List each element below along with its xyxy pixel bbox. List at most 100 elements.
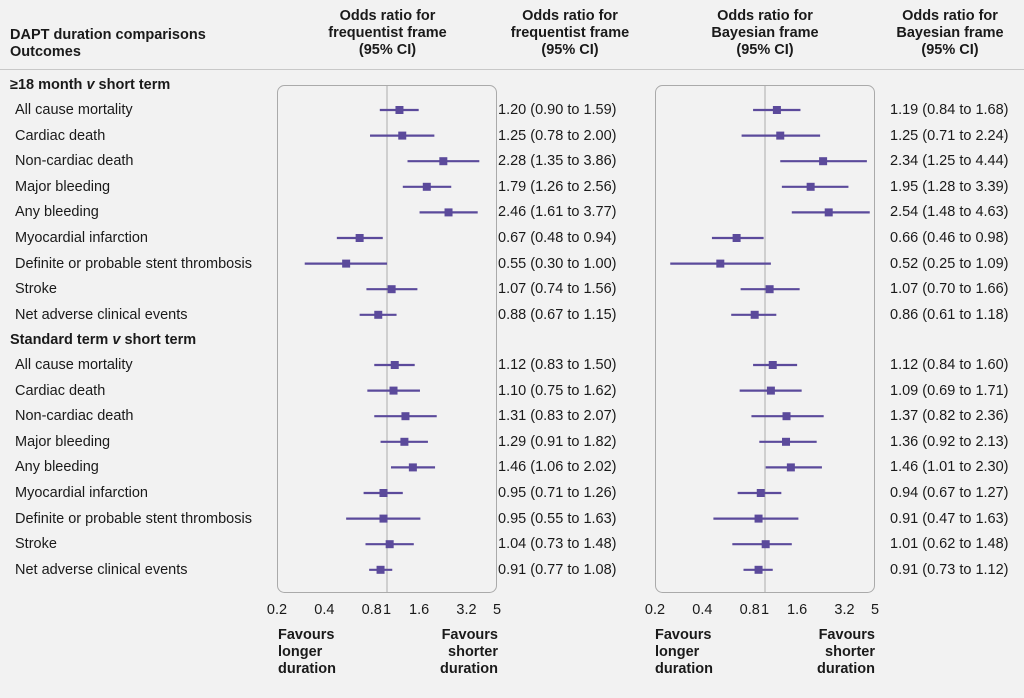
bayes-point-estimate [782,437,791,446]
bayes-point-estimate [716,259,725,268]
freq-point-estimate [387,285,396,294]
bayes-or-value: 1.37 (0.82 to 2.36) [890,408,1009,425]
freq-point-estimate [379,489,388,497]
bayes-or-value: 1.25 (0.71 to 2.24) [890,127,1009,144]
bayes-or-value: 2.34 (1.25 to 4.44) [890,153,1009,170]
bayes-or-value: 1.95 (1.28 to 3.39) [890,178,1009,195]
bayes-or-value: 1.01 (0.62 to 1.48) [890,536,1009,553]
freq-or-value: 1.29 (0.91 to 1.82) [498,433,617,450]
favours-shorter-freq: Favours shorter duration [440,627,498,677]
outcome-label: Stroke [15,281,57,298]
freq-x-tick-label: 1.6 [409,602,429,618]
freq-or-value: 1.12 (0.83 to 1.50) [498,357,617,373]
bayes-point-estimate [824,208,833,217]
bayes-or-value: 0.91 (0.73 to 1.12) [890,561,1009,578]
freq-x-tick-label: 1 [383,602,391,618]
favours-longer-bayes: Favours longer duration [655,627,713,677]
freq-point-estimate [355,234,364,242]
bayes-or-value: 0.66 (0.46 to 0.98) [890,230,1009,246]
bayes-or-value: 0.52 (0.25 to 1.09) [890,255,1009,272]
bayes-point-estimate [786,463,795,472]
freq-point-estimate [398,131,407,140]
bayes-x-tick-label: 0.4 [692,602,712,618]
bayes-or-value: 0.86 (0.61 to 1.18) [890,306,1009,323]
bayes-point-estimate [754,514,763,523]
bayes-point-estimate [765,285,774,294]
bayes-or-value: 1.09 (0.69 to 1.71) [890,382,1009,399]
outcome-label: Major bleeding [15,178,111,195]
outcome-label: Non-cardiac death [15,408,134,425]
freq-point-estimate [342,259,351,268]
favours-longer-freq: Favours longer duration [278,627,336,677]
outcome-label: Stroke [15,536,57,553]
bayes-point-estimate [766,386,775,395]
bayes-point-estimate [772,106,781,114]
header-freq-plot: Odds ratio for frequentist frame (95% CI… [328,8,447,58]
header-freq-values: Odds ratio for frequentist frame (95% CI… [510,8,630,58]
header-bayes-values: Odds ratio for Bayesian frame (95% CI) [896,8,1004,58]
section-title: ≥18 month v short term [10,76,170,94]
section-title-part: Standard term [10,332,113,348]
freq-or-value: 0.95 (0.71 to 1.26) [498,485,617,501]
freq-point-estimate [385,540,394,549]
outcome-label: Any bleeding [15,204,99,221]
freq-point-estimate [400,437,409,446]
outcome-label: All cause mortality [15,357,133,373]
freq-point-estimate [401,412,410,421]
freq-point-estimate [374,310,383,319]
section-title-part: short term [120,332,197,348]
section-title-part: v [112,332,121,348]
freq-or-value: 0.55 (0.30 to 1.00) [498,255,617,272]
bayes-point-estimate [819,157,828,166]
bayes-or-value: 1.46 (1.01 to 2.30) [890,459,1009,476]
freq-or-value: 0.91 (0.77 to 1.08) [498,561,617,578]
outcome-label: Net adverse clinical events [15,561,188,578]
outcome-label: Cardiac death [15,382,106,399]
freq-x-tick-label: 3.2 [456,602,476,618]
freq-x-tick-label: 5 [493,602,501,618]
bayes-point-estimate [756,489,765,497]
bayes-point-estimate [782,412,791,421]
bayes-point-estimate [806,182,815,191]
freq-or-value: 2.46 (1.61 to 3.77) [498,204,617,221]
header-outcomes: DAPT duration comparisons Outcomes [10,27,206,60]
header-separator [0,69,1024,70]
bayes-point-estimate [754,565,763,574]
freq-point-estimate [389,386,398,395]
outcome-label: Myocardial infarction [15,485,148,501]
section-title-part: short term [94,77,171,93]
outcome-label: Net adverse clinical events [15,306,188,323]
freq-point-estimate [439,157,448,166]
bayes-x-tick-label: 0.8 [740,602,760,618]
freq-point-estimate [408,463,417,472]
freq-point-estimate [395,106,404,114]
bayes-or-value: 1.12 (0.84 to 1.60) [890,357,1009,373]
bayes-or-value: 2.54 (1.48 to 4.63) [890,204,1009,221]
freq-point-estimate [379,514,388,523]
outcome-label: Cardiac death [15,127,106,144]
freq-or-value: 0.95 (0.55 to 1.63) [498,510,617,527]
freq-or-value: 0.67 (0.48 to 0.94) [498,230,617,246]
outcome-label: Definite or probable stent thrombosis [15,510,252,527]
bayes-x-tick-label: 1.6 [787,602,807,618]
freq-x-tick-label: 0.4 [314,602,334,618]
freq-point-estimate [376,565,385,574]
freq-or-value: 1.07 (0.74 to 1.56) [498,281,617,298]
bayes-or-value: 1.07 (0.70 to 1.66) [890,281,1009,298]
bayes-or-value: 0.91 (0.47 to 1.63) [890,510,1009,527]
bayes-point-estimate [732,234,741,242]
outcome-label: Myocardial infarction [15,230,148,246]
freq-or-value: 2.28 (1.35 to 3.86) [498,153,617,170]
freq-or-value: 1.46 (1.06 to 2.02) [498,459,617,476]
freq-or-value: 1.20 (0.90 to 1.59) [498,102,617,118]
bayes-panel-frame [655,85,875,593]
freq-or-value: 0.88 (0.67 to 1.15) [498,306,617,323]
section-title-part: v [86,77,95,93]
outcome-label: Definite or probable stent thrombosis [15,255,252,272]
bayes-point-estimate [776,131,785,140]
freq-or-value: 1.31 (0.83 to 2.07) [498,408,617,425]
bayes-or-value: 1.36 (0.92 to 2.13) [890,433,1009,450]
section-title: Standard term v short term [10,331,196,349]
bayes-x-tick-label: 0.2 [645,602,665,618]
bayes-or-value: 1.19 (0.84 to 1.68) [890,102,1009,118]
